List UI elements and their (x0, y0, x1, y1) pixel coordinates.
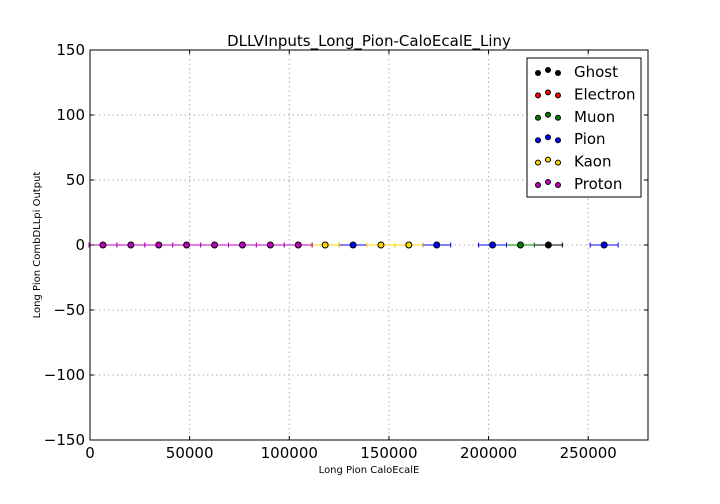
x-tick-label: 250000 (560, 444, 617, 462)
point-pion (600, 241, 608, 249)
point-proton (155, 241, 163, 249)
point-proton (294, 241, 302, 249)
x-tick-label: 150000 (360, 444, 417, 462)
y-tick-label: −100 (44, 366, 85, 384)
y-tick-label: 0 (75, 236, 85, 254)
ticks: 0 50000 100000 150000 200000 250000 −150 −100 −5… (44, 41, 648, 462)
point-kaon (321, 241, 329, 249)
x-tick-label: 100000 (261, 444, 318, 462)
x-tick-label: 0 (85, 444, 95, 462)
point-proton (127, 241, 135, 249)
point-pion (433, 241, 441, 249)
point-proton (211, 241, 219, 249)
legend-marker-pion (535, 137, 541, 144)
y-tick-label: 50 (66, 171, 85, 189)
point-ghost (544, 241, 552, 249)
legend-marker-muon (555, 114, 561, 121)
legend-box (526, 57, 642, 198)
legend-label-proton: Proton (574, 175, 622, 193)
point-proton (266, 241, 274, 249)
legend-label-electron: Electron (574, 85, 636, 103)
legend-marker-ghost (545, 67, 551, 73)
legend-marker-muon (545, 111, 551, 118)
point-pion (349, 241, 357, 249)
x-axis-label: Long Pion CaloEcalE (319, 465, 420, 476)
legend-label-ghost: Ghost (574, 63, 618, 81)
legend-label-pion: Pion (574, 130, 606, 148)
legend-marker-electron (535, 92, 541, 99)
point-pion (489, 241, 497, 249)
point-kaon (377, 241, 385, 249)
y-axis-label: Long Pion CombDLLpi Output (32, 172, 43, 319)
legend-marker-proton (555, 182, 561, 188)
legend-marker-electron (545, 89, 551, 96)
legend-label-muon: Muon (574, 108, 615, 126)
point-kaon (405, 241, 413, 249)
legend-marker-kaon (535, 159, 541, 166)
y-tick-label: 100 (56, 106, 85, 124)
legend: Ghost Electron Muon Pion Kaon Proton (526, 57, 642, 198)
legend-marker-electron (555, 92, 561, 99)
x-tick-label: 200000 (460, 444, 517, 462)
y-tick-label: −50 (53, 301, 85, 319)
legend-marker-pion (555, 137, 561, 144)
point-muon (516, 241, 524, 249)
legend-marker-kaon (545, 156, 551, 163)
point-proton (238, 241, 246, 249)
legend-marker-muon (535, 114, 541, 121)
legend-marker-ghost (535, 70, 541, 76)
legend-label-kaon: Kaon (574, 153, 611, 171)
chart-title: DLLVInputs_Long_Pion-CaloEcalE_Liny (227, 32, 511, 51)
y-tick-label: 150 (56, 41, 85, 59)
y-tick-label: −150 (44, 431, 85, 449)
legend-marker-proton (545, 179, 551, 185)
point-proton (99, 241, 107, 249)
legend-marker-pion (545, 134, 551, 141)
series-layer (88, 241, 619, 249)
point-proton (183, 241, 191, 249)
legend-marker-proton (535, 182, 541, 188)
legend-marker-kaon (555, 159, 561, 166)
legend-marker-ghost (555, 70, 561, 76)
x-tick-label: 50000 (166, 444, 214, 462)
